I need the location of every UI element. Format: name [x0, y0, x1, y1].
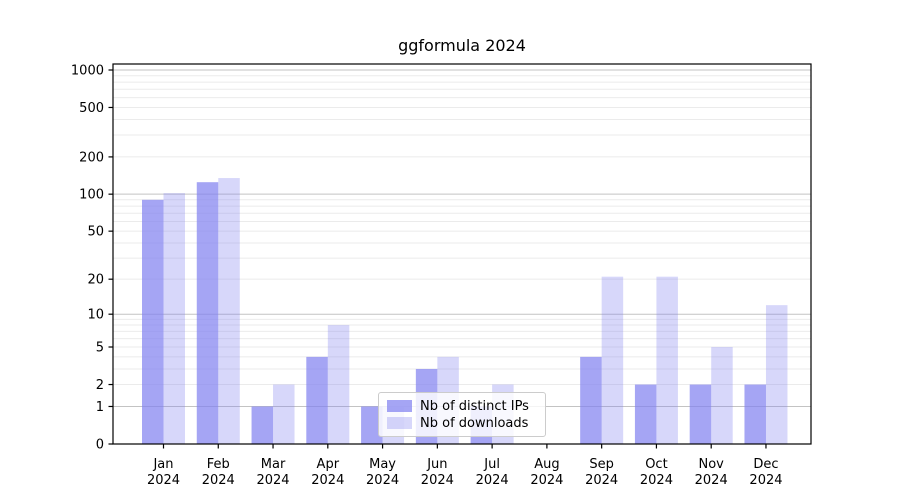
legend-label-downloads: Nb of downloads: [420, 415, 529, 431]
y-tick-label: 10: [87, 308, 104, 323]
legend-item-downloads: Nb of downloads: [387, 417, 537, 430]
bar-downloads: [327, 325, 350, 444]
x-tick-label: Nov 2024: [695, 457, 728, 488]
x-tick-label: Oct 2024: [640, 457, 673, 488]
y-tick-label: 200: [79, 150, 104, 165]
y-tick-label: 100: [79, 188, 104, 203]
bar-distinct-ips: [361, 406, 383, 444]
bar-distinct-ips: [196, 182, 219, 444]
bar-downloads: [163, 193, 185, 444]
bar-downloads: [273, 384, 295, 444]
y-tick-label: 20: [87, 273, 104, 288]
bar-distinct-ips: [306, 356, 328, 444]
y-tick-label: 50: [87, 225, 104, 240]
x-tick-label: Aug 2024: [530, 457, 563, 488]
bar-distinct-ips: [634, 384, 657, 444]
x-tick-label: Feb 2024: [202, 457, 235, 488]
bar-distinct-ips: [251, 406, 274, 444]
legend-label-distinct-ips: Nb of distinct IPs: [420, 398, 529, 414]
bar-downloads: [765, 305, 788, 444]
y-tick-label: 500: [79, 101, 104, 116]
bar-downloads: [656, 276, 678, 444]
x-tick-label: Dec 2024: [749, 457, 782, 488]
bar-downloads: [218, 178, 240, 444]
x-tick-label: May 2024: [366, 457, 399, 488]
legend-swatch-downloads: [387, 417, 412, 429]
y-tick-label: 2: [96, 378, 104, 393]
plot-border: [112, 63, 812, 445]
bar-distinct-ips: [744, 384, 766, 444]
bar-distinct-ips: [580, 356, 602, 444]
x-tick-label: Jul 2024: [476, 457, 509, 488]
y-tick-label: 5: [96, 341, 104, 356]
x-tick-label: Jan 2024: [147, 457, 180, 488]
legend-swatch-distinct-ips: [387, 400, 412, 412]
bar-downloads: [711, 347, 733, 444]
x-tick-label: Apr 2024: [311, 457, 344, 488]
x-tick-label: Mar 2024: [256, 457, 289, 488]
legend: Nb of distinct IPs Nb of downloads: [378, 392, 546, 437]
x-tick-label: Sep 2024: [585, 457, 618, 488]
y-tick-label: 1: [96, 400, 104, 415]
y-tick-label: 1000: [71, 64, 104, 79]
bar-downloads: [601, 276, 624, 444]
x-tick-label: Jun 2024: [421, 457, 454, 488]
legend-item-distinct-ips: Nb of distinct IPs: [387, 400, 537, 413]
y-tick-label: 0: [96, 438, 104, 453]
bar-distinct-ips: [689, 384, 712, 444]
bar-distinct-ips: [142, 199, 164, 444]
chart-title: ggformula 2024: [398, 36, 526, 55]
